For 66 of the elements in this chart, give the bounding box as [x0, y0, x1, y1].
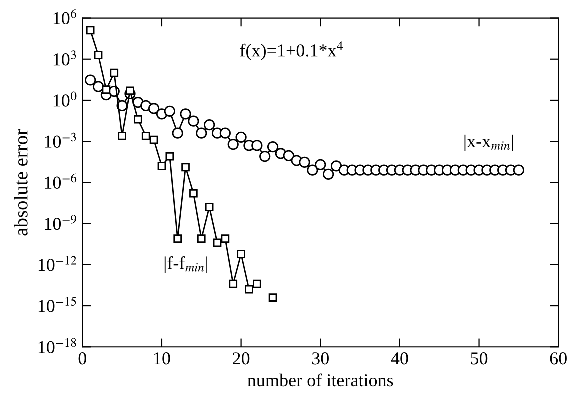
point — [102, 86, 111, 94]
point — [172, 128, 184, 139]
point — [197, 234, 206, 244]
point — [330, 160, 342, 172]
point — [267, 141, 279, 153]
point — [283, 150, 294, 162]
annotation: |x-x$_{min}$| — [464, 134, 514, 152]
annotation: |f-f$_{min}$| — [164, 256, 208, 274]
x-tick-label: 60 — [550, 352, 567, 365]
y-tick-label: 10$^{−12}$ — [38, 256, 77, 272]
x-axis-title: number of iterations — [248, 374, 394, 387]
point — [150, 136, 158, 144]
point — [158, 162, 166, 170]
point — [323, 168, 334, 180]
point — [299, 156, 310, 168]
x-tick-label: 20 — [233, 352, 250, 365]
x-tick-label: 50 — [471, 352, 488, 365]
point — [237, 250, 246, 258]
point — [92, 81, 104, 92]
point — [86, 26, 95, 35]
y-tick-label: 10$^{−6}$ — [45, 174, 77, 189]
point — [188, 116, 200, 127]
point — [126, 86, 134, 96]
point — [260, 151, 271, 162]
point — [142, 132, 150, 140]
point — [85, 74, 96, 86]
point — [268, 294, 278, 302]
y-tick-label: 10$^{3}$ — [54, 50, 76, 66]
y-tick-label: 10$^{−18}$ — [38, 338, 76, 354]
point — [220, 128, 231, 139]
point — [221, 234, 230, 244]
y-axis-title: absolute error — [14, 129, 28, 236]
x-tick-label: 0 — [78, 352, 86, 365]
point — [196, 128, 208, 139]
point — [253, 280, 262, 288]
x-tick-label: 40 — [391, 352, 408, 365]
annotation: f(x)=1+0.1*x$^{4}$ — [240, 42, 344, 60]
point — [94, 51, 103, 60]
point — [315, 159, 326, 170]
point — [190, 189, 198, 198]
y-tick-label: 10$^{0}$ — [54, 92, 77, 107]
point — [164, 106, 176, 117]
point — [513, 164, 524, 176]
point — [134, 115, 142, 124]
point — [307, 164, 318, 176]
point — [110, 68, 119, 78]
point — [228, 139, 239, 150]
y-tick-label: 10$^{−9}$ — [45, 215, 76, 230]
point — [180, 108, 192, 120]
y-tick-label: 10$^{−3}$ — [45, 132, 76, 148]
x-tick-label: 30 — [312, 352, 329, 365]
y-tick-label: 10$^{6}$ — [54, 9, 77, 25]
point — [182, 163, 190, 172]
x-tick-label: 10 — [154, 352, 170, 365]
point — [118, 132, 126, 140]
point — [166, 152, 174, 161]
point — [252, 140, 263, 152]
point — [229, 280, 238, 288]
point — [148, 103, 160, 114]
point — [204, 120, 216, 131]
point — [213, 238, 222, 248]
point — [205, 203, 214, 212]
point — [236, 132, 247, 144]
point — [245, 285, 254, 294]
point — [174, 234, 182, 244]
y-tick-label: 10$^{−15}$ — [38, 297, 76, 312]
